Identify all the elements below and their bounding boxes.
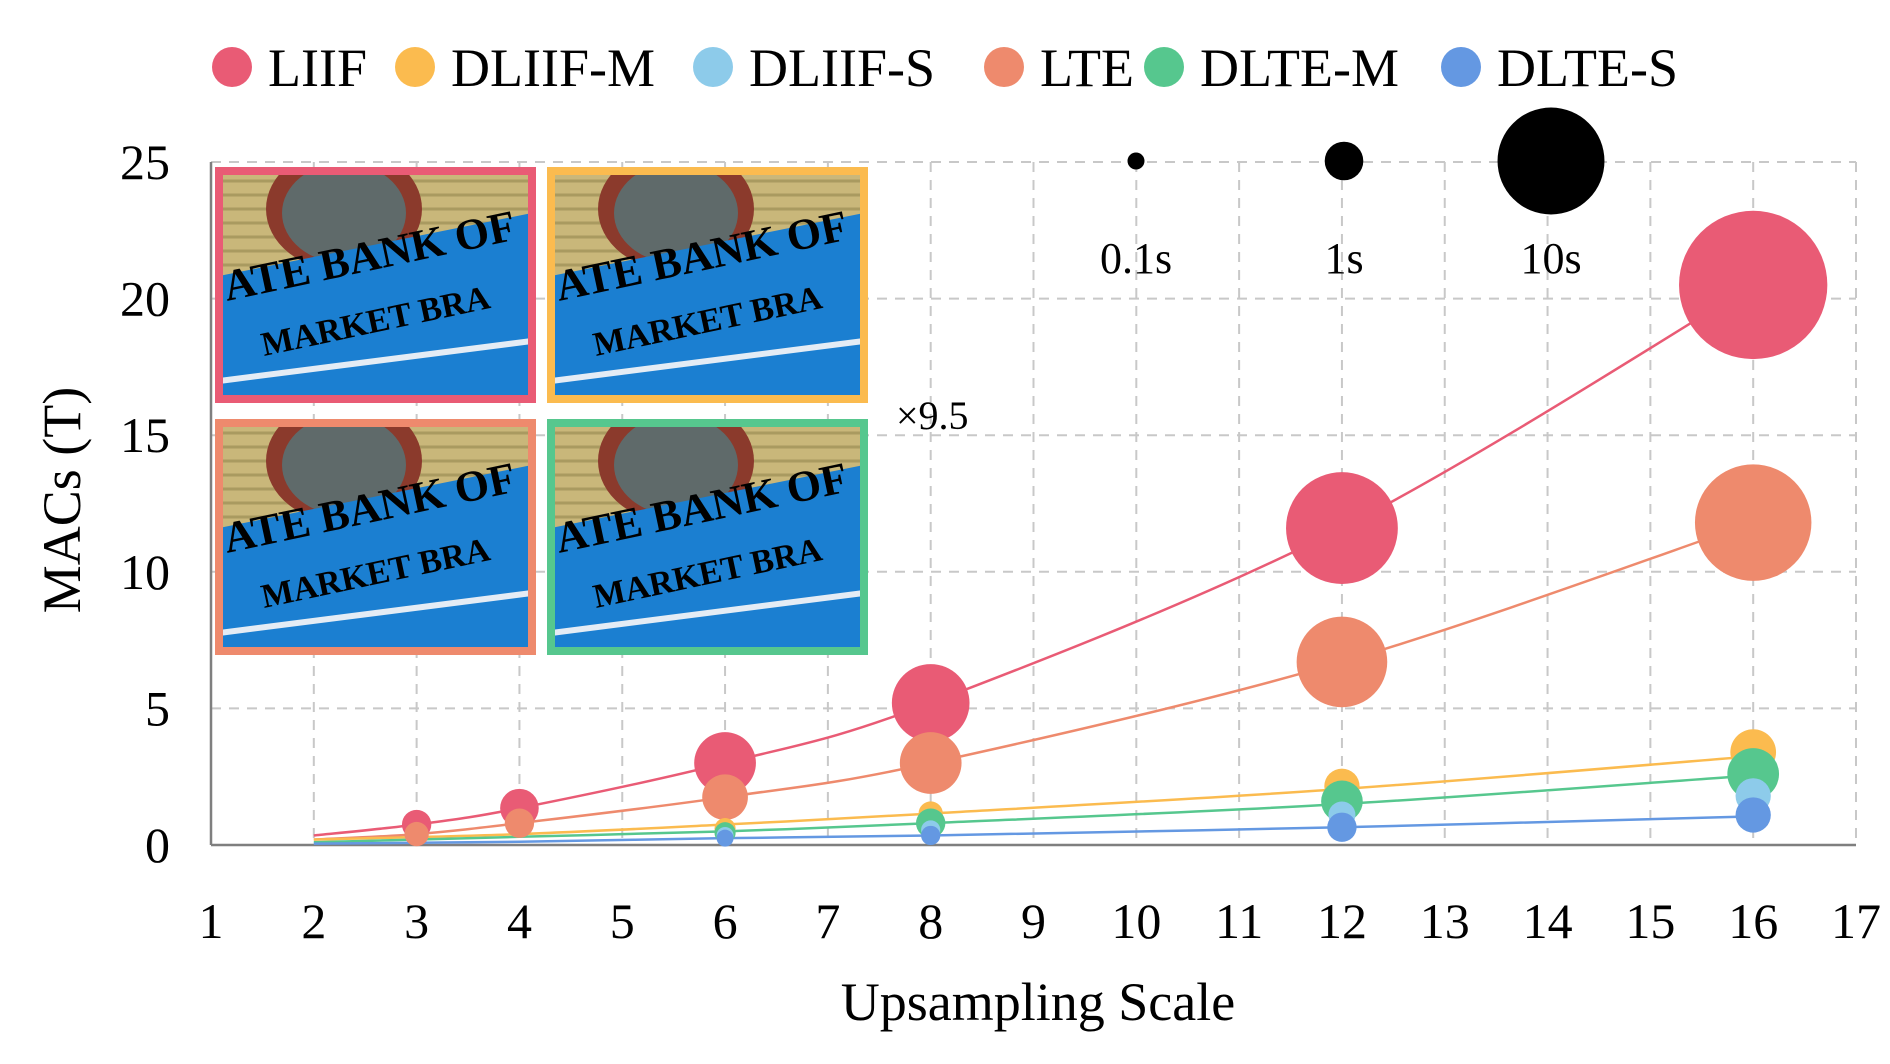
point-dlte-s bbox=[921, 825, 941, 846]
legend: LIIF DLIIF-M DLIIF-S LTE DLTE-M DLTE-S bbox=[212, 38, 1678, 98]
x-tick-label: 3 bbox=[404, 893, 429, 949]
y-tick-label: 15 bbox=[120, 407, 170, 463]
x-tick-label: 14 bbox=[1523, 893, 1573, 949]
legend-item-dliif-s: DLIIF-S bbox=[693, 38, 935, 98]
inset-border bbox=[215, 419, 536, 655]
trend-line-lte bbox=[313, 521, 1754, 841]
legend-label: LIIF bbox=[268, 38, 367, 98]
legend-item-liif: LIIF bbox=[212, 38, 367, 98]
legend-marker bbox=[984, 47, 1024, 87]
x-tick-label: 11 bbox=[1215, 893, 1263, 949]
inset-border bbox=[547, 419, 868, 655]
size-legend-label: 0.1s bbox=[1100, 234, 1172, 283]
legend-marker bbox=[1441, 47, 1481, 87]
point-lte bbox=[899, 732, 962, 794]
legend-label: DLTE-M bbox=[1200, 38, 1399, 98]
x-tick-label: 17 bbox=[1831, 893, 1881, 949]
inset-border bbox=[215, 167, 536, 403]
point-lte bbox=[404, 821, 429, 847]
point-dlte-s bbox=[716, 829, 734, 847]
legend-label: DLIIF-M bbox=[451, 38, 655, 98]
point-lte bbox=[504, 808, 535, 838]
trend-line-dlte-s bbox=[313, 815, 1754, 845]
size-legend-label: 10s bbox=[1520, 234, 1581, 283]
y-tick-label: 5 bbox=[145, 680, 170, 736]
x-tick-label: 16 bbox=[1728, 893, 1778, 949]
legend-label: DLIIF-S bbox=[749, 38, 935, 98]
legend-label: DLTE-S bbox=[1497, 38, 1678, 98]
point-dlte-s bbox=[1327, 812, 1357, 842]
y-tick-label: 10 bbox=[120, 544, 170, 600]
trend-line-liif bbox=[313, 283, 1754, 837]
point-lte bbox=[1694, 464, 1812, 581]
x-tick-label: 4 bbox=[507, 893, 532, 949]
x-tick-label: 2 bbox=[301, 893, 326, 949]
point-liif bbox=[1286, 472, 1398, 584]
size-legend-marker bbox=[1497, 107, 1605, 215]
data-points bbox=[401, 210, 1828, 847]
x-tick-label: 12 bbox=[1317, 893, 1367, 949]
size-legend: 0.1s 1s 10s bbox=[1100, 107, 1605, 283]
point-lte bbox=[702, 774, 748, 821]
point-dlte-s bbox=[1735, 797, 1771, 833]
x-tick-label: 7 bbox=[815, 893, 840, 949]
size-legend-marker bbox=[1127, 152, 1145, 170]
inset-border bbox=[547, 167, 868, 403]
x-tick-label: 10 bbox=[1111, 893, 1161, 949]
legend-marker bbox=[1144, 47, 1184, 87]
legend-marker bbox=[693, 47, 733, 87]
legend-marker bbox=[212, 47, 252, 87]
y-tick-label: 25 bbox=[120, 134, 170, 190]
x-tick-label: 13 bbox=[1420, 893, 1470, 949]
legend-item-lte: LTE bbox=[984, 38, 1134, 98]
legend-marker bbox=[395, 47, 435, 87]
point-liif bbox=[1679, 210, 1828, 360]
y-axis-title: MACs (T) bbox=[32, 387, 92, 614]
ratio-annotation: ×9.5 bbox=[896, 393, 969, 438]
point-liif bbox=[694, 732, 756, 794]
x-tick-label: 5 bbox=[610, 893, 635, 949]
x-tick-label: 8 bbox=[918, 893, 943, 949]
x-tick-label: 6 bbox=[713, 893, 738, 949]
y-tick-label: 0 bbox=[145, 817, 170, 873]
y-tick-label: 20 bbox=[120, 271, 170, 327]
x-axis-title: Upsampling Scale bbox=[841, 972, 1235, 1032]
size-legend-label: 1s bbox=[1324, 234, 1363, 283]
x-tick-label: 15 bbox=[1625, 893, 1675, 949]
point-lte bbox=[1296, 616, 1388, 708]
x-tick-label: 1 bbox=[199, 893, 224, 949]
legend-item-dlte-s: DLTE-S bbox=[1441, 38, 1678, 98]
legend-item-dlte-m: DLTE-M bbox=[1144, 38, 1399, 98]
size-legend-marker bbox=[1324, 141, 1364, 181]
x-tick-label: 9 bbox=[1021, 893, 1046, 949]
legend-label: LTE bbox=[1040, 38, 1134, 98]
legend-item-dliif-m: DLIIF-M bbox=[395, 38, 655, 98]
point-liif bbox=[891, 664, 970, 742]
